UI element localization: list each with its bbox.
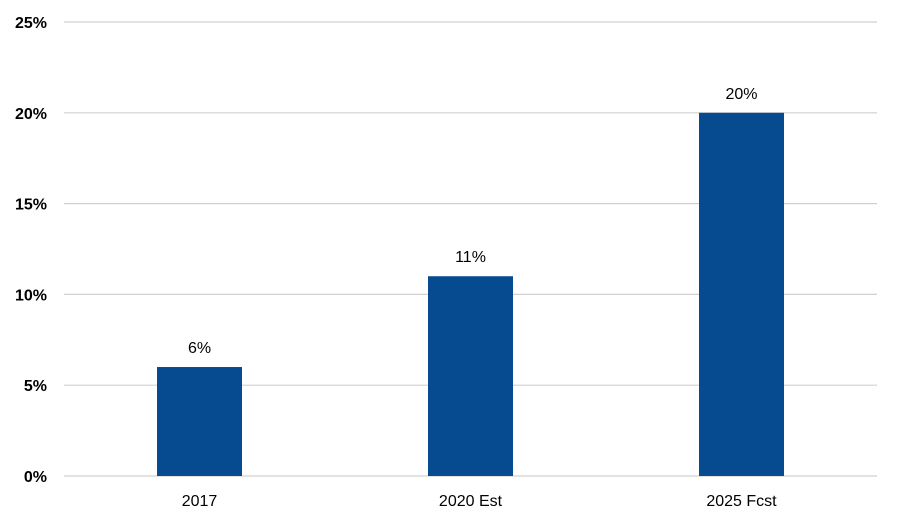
y-tick-label: 10% xyxy=(15,287,47,304)
y-tick-label: 0% xyxy=(24,469,47,486)
data-label: 6% xyxy=(188,340,211,357)
y-tick-label: 20% xyxy=(15,106,47,123)
y-tick-label: 25% xyxy=(15,15,47,32)
bar xyxy=(428,276,513,476)
data-label: 20% xyxy=(725,86,757,103)
x-tick-label: 2017 xyxy=(182,493,218,510)
bar xyxy=(699,112,784,477)
y-tick-label: 15% xyxy=(15,197,47,214)
x-tick-label: 2025 Fcst xyxy=(706,493,777,510)
bar xyxy=(157,367,242,476)
x-tick-label: 2020 Est xyxy=(439,493,503,510)
y-tick-label: 5% xyxy=(24,378,47,395)
data-label: 11% xyxy=(455,249,486,266)
